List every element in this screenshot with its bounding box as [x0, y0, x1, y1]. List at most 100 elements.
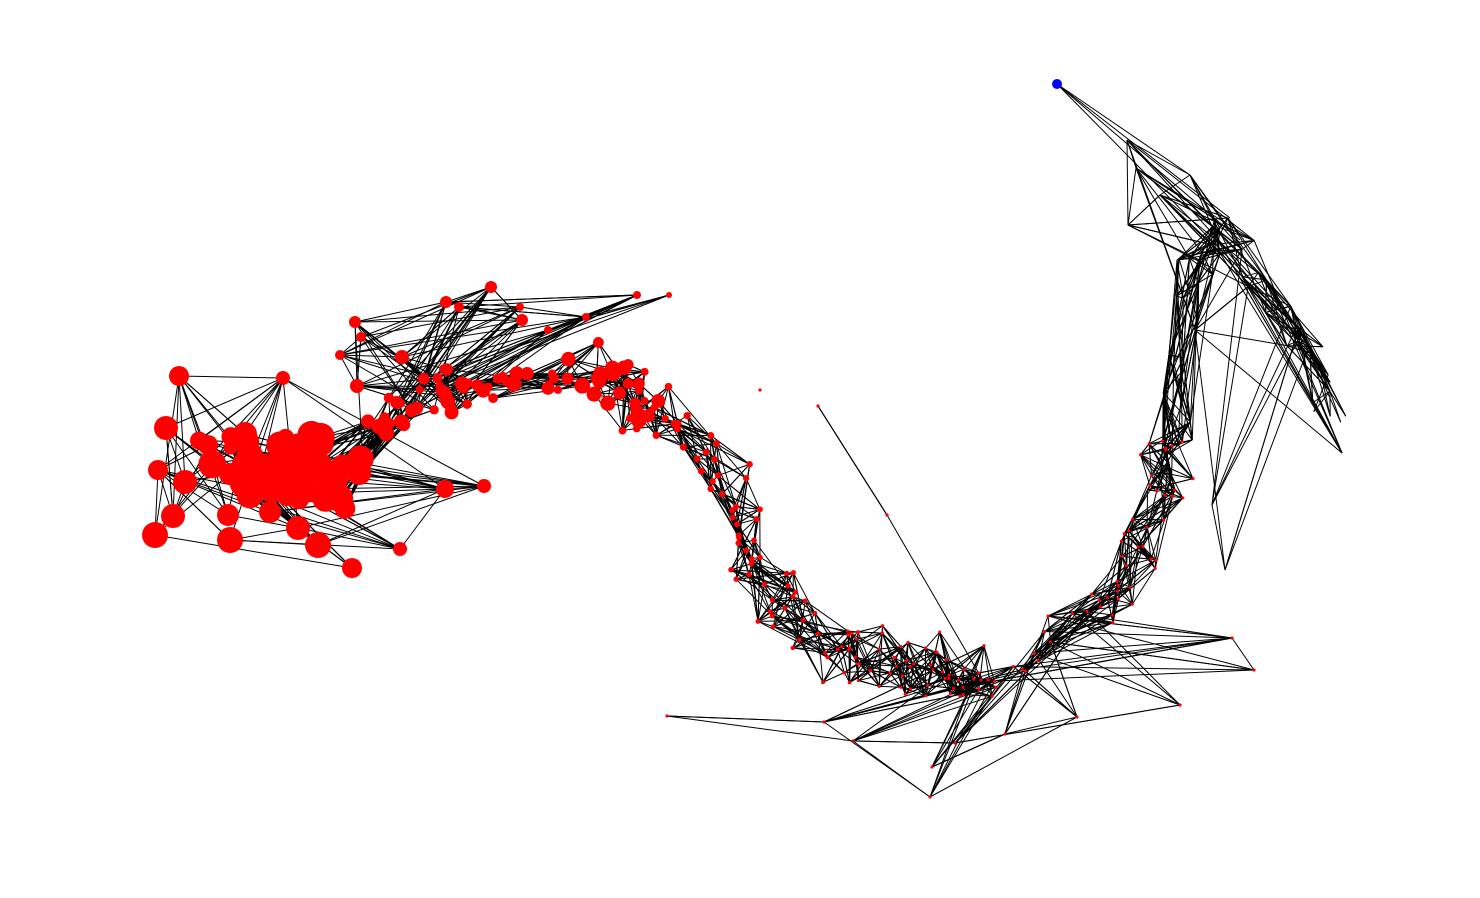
edge [721, 463, 751, 495]
edge [759, 556, 787, 574]
edge [849, 632, 883, 683]
graph-node [842, 670, 847, 675]
graph-node [1020, 667, 1025, 672]
edge [339, 354, 435, 411]
edge [896, 663, 914, 667]
edge [1004, 716, 1078, 735]
graph-node [395, 414, 409, 429]
graph-node [877, 647, 881, 651]
graph-node [1149, 557, 1153, 561]
graph-node [276, 371, 290, 385]
edge [354, 301, 447, 323]
graph-node [782, 605, 788, 611]
edge [1247, 272, 1259, 287]
edge [929, 645, 985, 798]
graph-node [1046, 614, 1050, 618]
edge [962, 669, 965, 695]
graph-node [693, 455, 701, 463]
edge [773, 612, 816, 628]
edge [705, 451, 714, 482]
graph-node [1110, 613, 1114, 617]
edge [827, 657, 845, 673]
edge [1047, 585, 1119, 617]
edge [1123, 519, 1134, 534]
edge [931, 666, 1014, 768]
edge [954, 660, 1039, 744]
edge [852, 679, 982, 742]
graph-node [729, 507, 736, 514]
edge [1189, 274, 1213, 423]
edge [931, 672, 980, 768]
edge [859, 646, 902, 665]
edge [857, 631, 883, 634]
graph-node [410, 401, 424, 415]
edge [1160, 471, 1194, 480]
edge [745, 477, 761, 510]
graph-node [385, 418, 396, 429]
graph-node [751, 537, 757, 544]
edge [753, 540, 761, 558]
edge [1037, 593, 1093, 661]
graph-node [923, 646, 928, 650]
edge [841, 646, 851, 683]
edge [1024, 652, 1035, 672]
edge [1227, 217, 1292, 307]
graph-node [948, 692, 952, 696]
graph-node [1115, 579, 1119, 584]
graph-node [1162, 518, 1166, 522]
edge [1297, 327, 1300, 342]
graph-node [856, 630, 860, 634]
edge [1313, 374, 1329, 412]
graph-node [1070, 612, 1075, 616]
edge [958, 669, 965, 681]
edge [932, 669, 946, 679]
edge [396, 301, 447, 403]
graph-node [666, 292, 672, 298]
edge [909, 663, 915, 689]
graph-node [957, 678, 961, 682]
edge [1247, 286, 1292, 307]
edge [773, 626, 838, 651]
edge [356, 385, 445, 393]
graph-node [748, 556, 755, 562]
edge [1122, 556, 1127, 566]
edge [585, 294, 670, 318]
edge [772, 615, 804, 621]
graph-node [674, 419, 682, 428]
edge [757, 615, 773, 622]
graph-node [161, 504, 185, 528]
graph-node [1154, 558, 1158, 562]
edge [841, 634, 849, 647]
graph-node [350, 379, 364, 393]
edge [751, 563, 794, 598]
graph-node [994, 685, 998, 689]
edge [653, 407, 657, 436]
edge [178, 375, 284, 379]
edge [1128, 526, 1148, 532]
graph-node [541, 381, 555, 395]
edge [1181, 404, 1183, 442]
edge [735, 506, 760, 510]
edge [1050, 641, 1078, 718]
graph-node [753, 515, 760, 522]
graph-node [784, 570, 790, 577]
edge [715, 443, 747, 479]
graph-node [1173, 488, 1177, 492]
edge [667, 386, 679, 424]
graph-node [990, 694, 994, 698]
graph-node [925, 683, 930, 688]
edge [1167, 466, 1194, 480]
edge [1290, 305, 1329, 376]
graph-node [1161, 439, 1165, 443]
graph-node [640, 397, 649, 405]
edge [1140, 454, 1168, 468]
edge [1265, 305, 1291, 313]
edge [1116, 559, 1156, 582]
edge [852, 670, 1026, 742]
edge [1159, 194, 1219, 251]
graph-node [728, 566, 734, 573]
graph-node [797, 637, 802, 642]
edge [1048, 615, 1113, 623]
edge [1160, 461, 1168, 473]
graph-node [718, 490, 726, 498]
